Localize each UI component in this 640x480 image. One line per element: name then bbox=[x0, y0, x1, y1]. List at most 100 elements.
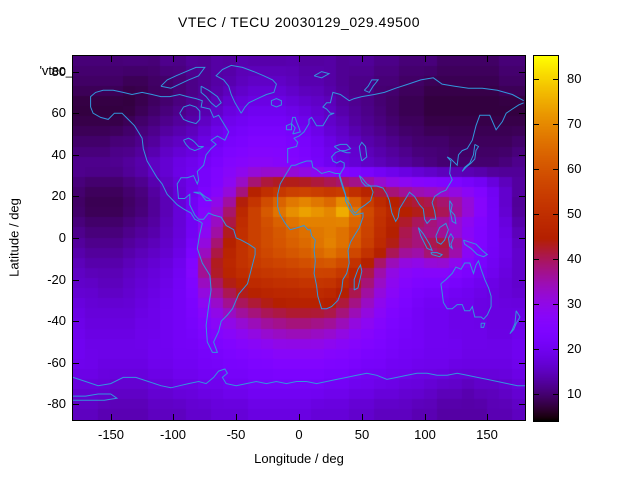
y-tick-left bbox=[73, 321, 79, 322]
y-tick-right bbox=[519, 113, 525, 114]
y-tick-right bbox=[519, 321, 525, 322]
coastline-caspian-sea bbox=[358, 141, 368, 162]
x-tick-label: 50 bbox=[354, 427, 370, 442]
x-tick-top bbox=[362, 56, 363, 62]
x-axis-label: Longitude / deg bbox=[254, 451, 344, 466]
coastline-hudson-bay bbox=[179, 104, 201, 125]
y-tick-right bbox=[519, 280, 525, 281]
y-tick-right bbox=[519, 404, 525, 405]
coastline-great-lakes bbox=[183, 137, 204, 152]
coastline-americas bbox=[90, 89, 256, 353]
x-tick-bottom bbox=[487, 414, 488, 420]
colorbar-tick-left bbox=[534, 124, 539, 125]
x-tick-label: 100 bbox=[414, 427, 436, 442]
x-tick-top bbox=[425, 56, 426, 62]
colorbar-tick-right bbox=[553, 259, 558, 260]
x-tick-label: -150 bbox=[97, 427, 125, 442]
coastline-novaya-zemlya bbox=[363, 79, 380, 94]
y-tick-right bbox=[519, 363, 525, 364]
colorbar-tick-left bbox=[534, 169, 539, 170]
colorbar-tick-right bbox=[553, 349, 558, 350]
y-tick-label: -60 bbox=[47, 355, 66, 370]
y-tick-left bbox=[73, 238, 79, 239]
x-tick-label: 0 bbox=[295, 427, 303, 442]
coastline-new-zealand bbox=[509, 310, 521, 335]
x-tick-top bbox=[236, 56, 237, 62]
y-tick-left bbox=[73, 404, 79, 405]
coastline-sulawesi bbox=[447, 232, 454, 250]
coastline-japan bbox=[461, 143, 480, 172]
coastline-ireland bbox=[285, 122, 292, 131]
y-tick-label: 20 bbox=[51, 188, 66, 203]
x-tick-top bbox=[111, 56, 112, 62]
colorbar-tick-left bbox=[534, 394, 539, 395]
colorbar-tick-label: 80 bbox=[567, 71, 582, 86]
colorbar-tick-label: 40 bbox=[567, 251, 582, 266]
y-tick-label: -20 bbox=[47, 272, 66, 287]
coastline-baffin bbox=[200, 85, 222, 108]
y-tick-label: -40 bbox=[47, 313, 66, 328]
x-tick-bottom bbox=[362, 414, 363, 420]
colorbar-tick-left bbox=[534, 214, 539, 215]
y-tick-right bbox=[519, 238, 525, 239]
coastline-antarctica bbox=[73, 368, 525, 389]
stray-key-label: 'vtec_ bbox=[39, 63, 73, 78]
coastline-tasmania bbox=[480, 322, 486, 328]
colorbar-gradient-canvas bbox=[534, 56, 558, 421]
x-tick-label: -100 bbox=[159, 427, 187, 442]
coastline-new-guinea bbox=[463, 239, 489, 258]
coastline-greenland bbox=[215, 64, 277, 114]
y-axis-label: Latitude / deg bbox=[6, 198, 22, 277]
colorbar-tick-label: 10 bbox=[567, 386, 582, 401]
y-tick-label: 40 bbox=[51, 147, 66, 162]
y-tick-left bbox=[73, 280, 79, 281]
y-tick-label: 80 bbox=[51, 64, 66, 79]
coastlines-overlay bbox=[73, 64, 525, 401]
tec-heatmap-canvas bbox=[73, 56, 525, 420]
x-tick-bottom bbox=[111, 414, 112, 420]
y-tick-left bbox=[73, 155, 79, 156]
coastline-asia-pacific-south bbox=[331, 102, 524, 225]
y-tick-label: -80 bbox=[47, 396, 66, 411]
y-tick-left bbox=[73, 363, 79, 364]
y-tick-right bbox=[519, 196, 525, 197]
x-tick-top bbox=[173, 56, 174, 62]
coastline-arctic-islands bbox=[160, 66, 206, 89]
coastline-australia bbox=[440, 259, 492, 320]
coastline-europe-arctic-russia bbox=[287, 77, 524, 164]
x-tick-label: 150 bbox=[476, 427, 498, 442]
y-tick-right bbox=[519, 72, 525, 73]
x-tick-bottom bbox=[425, 414, 426, 420]
y-tick-label: 0 bbox=[58, 230, 66, 245]
colorbar-tick-label: 30 bbox=[567, 296, 582, 311]
colorbar-tick-right bbox=[553, 304, 558, 305]
y-tick-left bbox=[73, 196, 79, 197]
x-tick-top bbox=[487, 56, 488, 62]
coastline-black-sea bbox=[333, 143, 352, 152]
x-tick-label: -50 bbox=[226, 427, 246, 442]
x-tick-bottom bbox=[236, 414, 237, 420]
colorbar-tick-left bbox=[534, 349, 539, 350]
chart-title: VTEC / TECU 20030129_029.49500 bbox=[177, 14, 420, 30]
coastline-java bbox=[430, 252, 444, 258]
coastline-philippines bbox=[449, 200, 457, 225]
colorbar-tick-right bbox=[553, 394, 558, 395]
y-tick-right bbox=[519, 155, 525, 156]
coastline-iceland bbox=[270, 98, 282, 108]
colorbar bbox=[533, 55, 559, 422]
y-tick-left bbox=[73, 72, 79, 73]
x-tick-top bbox=[299, 56, 300, 62]
y-tick-label: 60 bbox=[51, 105, 66, 120]
colorbar-tick-left bbox=[534, 79, 539, 80]
coastline-borneo bbox=[435, 222, 449, 245]
x-tick-bottom bbox=[299, 414, 300, 420]
colorbar-tick-label: 20 bbox=[567, 341, 582, 356]
y-tick-left bbox=[73, 113, 79, 114]
coastline-ross-shelf bbox=[73, 393, 119, 401]
colorbar-tick-left bbox=[534, 259, 539, 260]
plot-area bbox=[72, 55, 526, 421]
coastline-sumatra bbox=[417, 227, 434, 252]
colorbar-tick-right bbox=[553, 124, 558, 125]
coastline-madagascar bbox=[353, 263, 363, 291]
